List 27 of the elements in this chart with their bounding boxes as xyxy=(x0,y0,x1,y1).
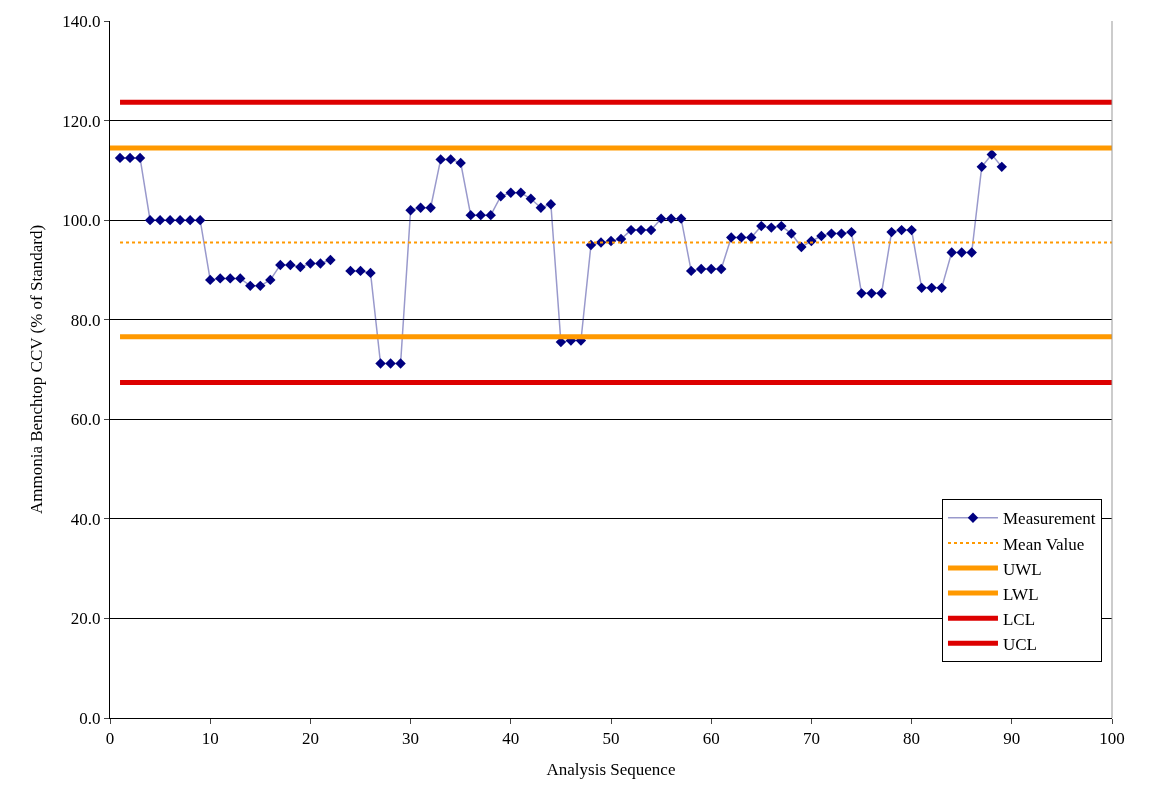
legend-label: UCL xyxy=(1002,634,1037,654)
x-axis-title: Analysis Sequence xyxy=(546,759,676,779)
x-tick-label: 10 xyxy=(201,729,219,749)
y-tick-label: 140.0 xyxy=(62,11,101,31)
x-tick-label: 30 xyxy=(402,729,420,749)
x-tick-label: 0 xyxy=(105,729,115,749)
y-axis-title: Ammonia Benchtop CCV (% of Standard) xyxy=(26,224,46,515)
y-tick-label: 60.0 xyxy=(70,410,101,430)
x-tick-label: 80 xyxy=(903,729,921,749)
legend-label: LCL xyxy=(1002,609,1036,629)
legend-label: LWL xyxy=(1002,584,1039,604)
x-tick-label: 50 xyxy=(602,729,620,749)
x-tick-label: 40 xyxy=(502,729,520,749)
y-tick-label: 0.0 xyxy=(79,708,101,728)
x-tick-label: 60 xyxy=(702,729,720,749)
legend-label: Measurement xyxy=(1002,509,1096,529)
y-tick-label: 80.0 xyxy=(70,310,101,330)
x-tick-label: 90 xyxy=(1003,729,1021,749)
y-tick-label: 100.0 xyxy=(62,211,101,231)
x-tick-label: 20 xyxy=(301,729,319,749)
y-tick-label: 40.0 xyxy=(70,509,101,529)
x-tick-label: 100 xyxy=(1099,729,1125,749)
legend-label: UWL xyxy=(1002,559,1042,579)
legend-label: Mean Value xyxy=(1002,534,1085,554)
y-tick-label: 20.0 xyxy=(70,609,101,629)
x-tick-label: 70 xyxy=(802,729,820,749)
y-tick-label: 120.0 xyxy=(62,111,101,131)
